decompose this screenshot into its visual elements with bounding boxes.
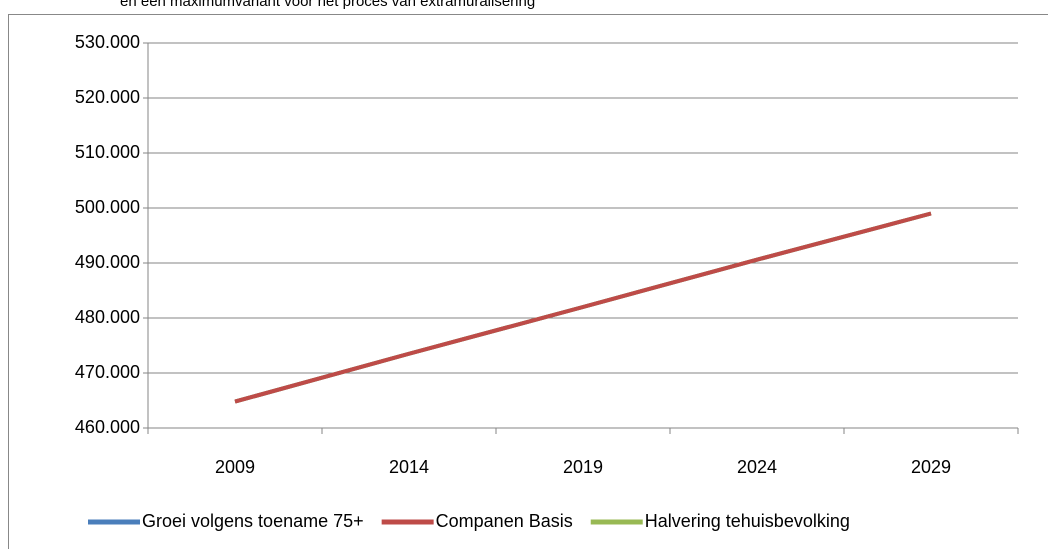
legend-label: Companen Basis (436, 511, 573, 531)
legend-label: Halvering tehuisbevolking (645, 511, 850, 531)
y-tick-label: 520.000 (75, 87, 140, 107)
y-tick-label: 480.000 (75, 307, 140, 327)
y-tick-label: 490.000 (75, 252, 140, 272)
x-tick-label: 2014 (389, 457, 429, 477)
y-tick-label: 460.000 (75, 417, 140, 437)
y-tick-label: 470.000 (75, 362, 140, 382)
chart-frame (9, 15, 1048, 550)
x-tick-label: 2024 (737, 457, 777, 477)
x-tick-label: 2009 (215, 457, 255, 477)
legend-label: Groei volgens toename 75+ (142, 511, 364, 531)
y-tick-label: 510.000 (75, 142, 140, 162)
y-tick-label: 530.000 (75, 32, 140, 52)
chart-title: en een maximumvariant voor het proces va… (120, 0, 535, 10)
y-tick-label: 500.000 (75, 197, 140, 217)
x-tick-label: 2029 (911, 457, 951, 477)
x-tick-label: 2019 (563, 457, 603, 477)
